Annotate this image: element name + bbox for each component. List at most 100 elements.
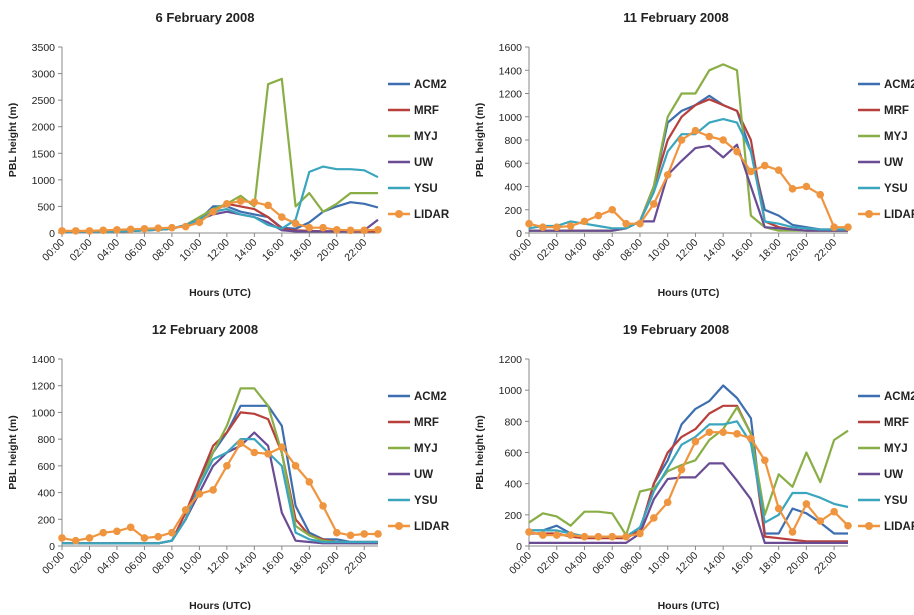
lidar-point (236, 439, 245, 447)
legend-label: MRF (884, 105, 909, 117)
x-tick-label: 10:00 (646, 237, 673, 264)
series-line-mrf (529, 98, 848, 232)
lidar-point (126, 225, 135, 234)
y-tick-label: 0 (49, 541, 55, 553)
lidar-point (195, 218, 204, 227)
lidar-point (346, 226, 355, 235)
series-line-uw (529, 143, 848, 232)
x-tick-label: 22:00 (812, 237, 839, 264)
y-tick-label: 800 (504, 135, 522, 147)
legend-label: MYJ (884, 131, 908, 143)
y-tick-label: 1600 (499, 42, 523, 54)
lidar-point (264, 450, 272, 458)
y-tick-label: 600 (504, 158, 522, 170)
lidar-point (677, 136, 686, 144)
chart-panel-3: 12 February 2008 0 200 400 600 800 1000 1200 140… (7, 322, 450, 612)
lidar-point (594, 532, 603, 541)
y-tick-label: 1500 (32, 148, 56, 160)
x-tick-label: 14:00 (701, 237, 728, 264)
legend-label: ACM2 (414, 391, 447, 403)
x-axis-label: Hours (UTC) (189, 600, 251, 610)
y-tick-label: 200 (37, 514, 55, 526)
lidar-point (594, 211, 603, 220)
x-tick-label: 06:00 (590, 237, 617, 264)
lidar-point (58, 227, 66, 235)
series-line-mrf (529, 404, 848, 543)
x-tick-label: 02:00 (68, 550, 95, 577)
lidar-point (663, 498, 672, 507)
y-tick-label: 600 (37, 461, 55, 473)
lidar-point (733, 430, 741, 438)
x-tick-label: 18:00 (757, 237, 784, 264)
lidar-point (747, 167, 755, 176)
series-line-myj (528, 406, 849, 537)
lidar-point (816, 517, 825, 525)
x-tick-label: 14:00 (232, 550, 259, 577)
lidar-point (719, 136, 727, 144)
lidar-point (195, 490, 204, 498)
y-tick-label: 3500 (32, 42, 56, 54)
lidar-point (154, 532, 162, 541)
lidar-point (552, 531, 561, 539)
x-tick-label: 16:00 (729, 550, 756, 577)
series-line-uw (529, 462, 848, 545)
lidar-point (608, 532, 617, 541)
x-tick-label: 08:00 (150, 237, 177, 264)
series-line-myj (529, 63, 848, 232)
x-tick-label: 12:00 (205, 237, 232, 264)
lidar-point (774, 504, 783, 513)
lidar-point (223, 199, 231, 208)
legend-label: MYJ (414, 131, 438, 143)
x-tick-label: 06:00 (122, 550, 149, 577)
x-tick-label: 22:00 (812, 550, 839, 577)
legend-label: ACM2 (414, 79, 447, 91)
x-tick-label: 08:00 (150, 550, 177, 577)
lidar-point (113, 527, 121, 536)
lidar-point (319, 502, 327, 510)
series-line-ysu (62, 438, 378, 545)
lidar-point (844, 521, 852, 530)
lidar-point (181, 222, 190, 231)
chart-title: 6 February 2008 (155, 10, 254, 25)
legend-marker-lidar (395, 210, 403, 218)
lidar-point (181, 506, 190, 514)
lidar-point (99, 226, 108, 235)
lidar-point (209, 486, 217, 494)
lidar-point (140, 224, 149, 233)
lidar-point (552, 223, 561, 231)
lidar-point (650, 200, 658, 208)
lidar-point (816, 190, 825, 199)
lidar-point (539, 531, 547, 539)
chart-title: 12 February 2008 (152, 322, 258, 337)
lidar-point (566, 531, 575, 539)
lidar-point (747, 434, 755, 443)
lidar-point (788, 528, 797, 536)
lidar-point (85, 227, 94, 235)
lidar-point (360, 226, 369, 235)
y-tick-label: 0 (49, 228, 55, 240)
lidar-point (250, 448, 259, 457)
lidar-point (525, 219, 533, 228)
y-axis-label: PBL height (m) (474, 415, 486, 489)
lidar-point (291, 219, 300, 228)
series-line-acm2 (529, 384, 848, 538)
x-tick-label: 04:00 (563, 550, 590, 577)
y-tick-label: 400 (504, 182, 522, 194)
lidar-point (99, 528, 108, 537)
lidar-point (760, 456, 769, 465)
x-tick-label: 20:00 (315, 237, 342, 264)
legend-label: UW (414, 469, 433, 481)
lidar-point (636, 529, 644, 538)
series-line-acm2 (529, 94, 848, 232)
lidar-point (774, 166, 783, 175)
lidar-point (360, 530, 369, 538)
lidar-point (691, 126, 700, 135)
y-tick-label: 1000 (499, 385, 523, 397)
x-axis-label: Hours (UTC) (189, 287, 251, 299)
legend-label: ACM2 (884, 79, 914, 91)
lidar-point (319, 223, 327, 232)
lidar-point (733, 147, 741, 156)
y-tick-label: 800 (504, 416, 522, 428)
lidar-point (580, 217, 589, 226)
